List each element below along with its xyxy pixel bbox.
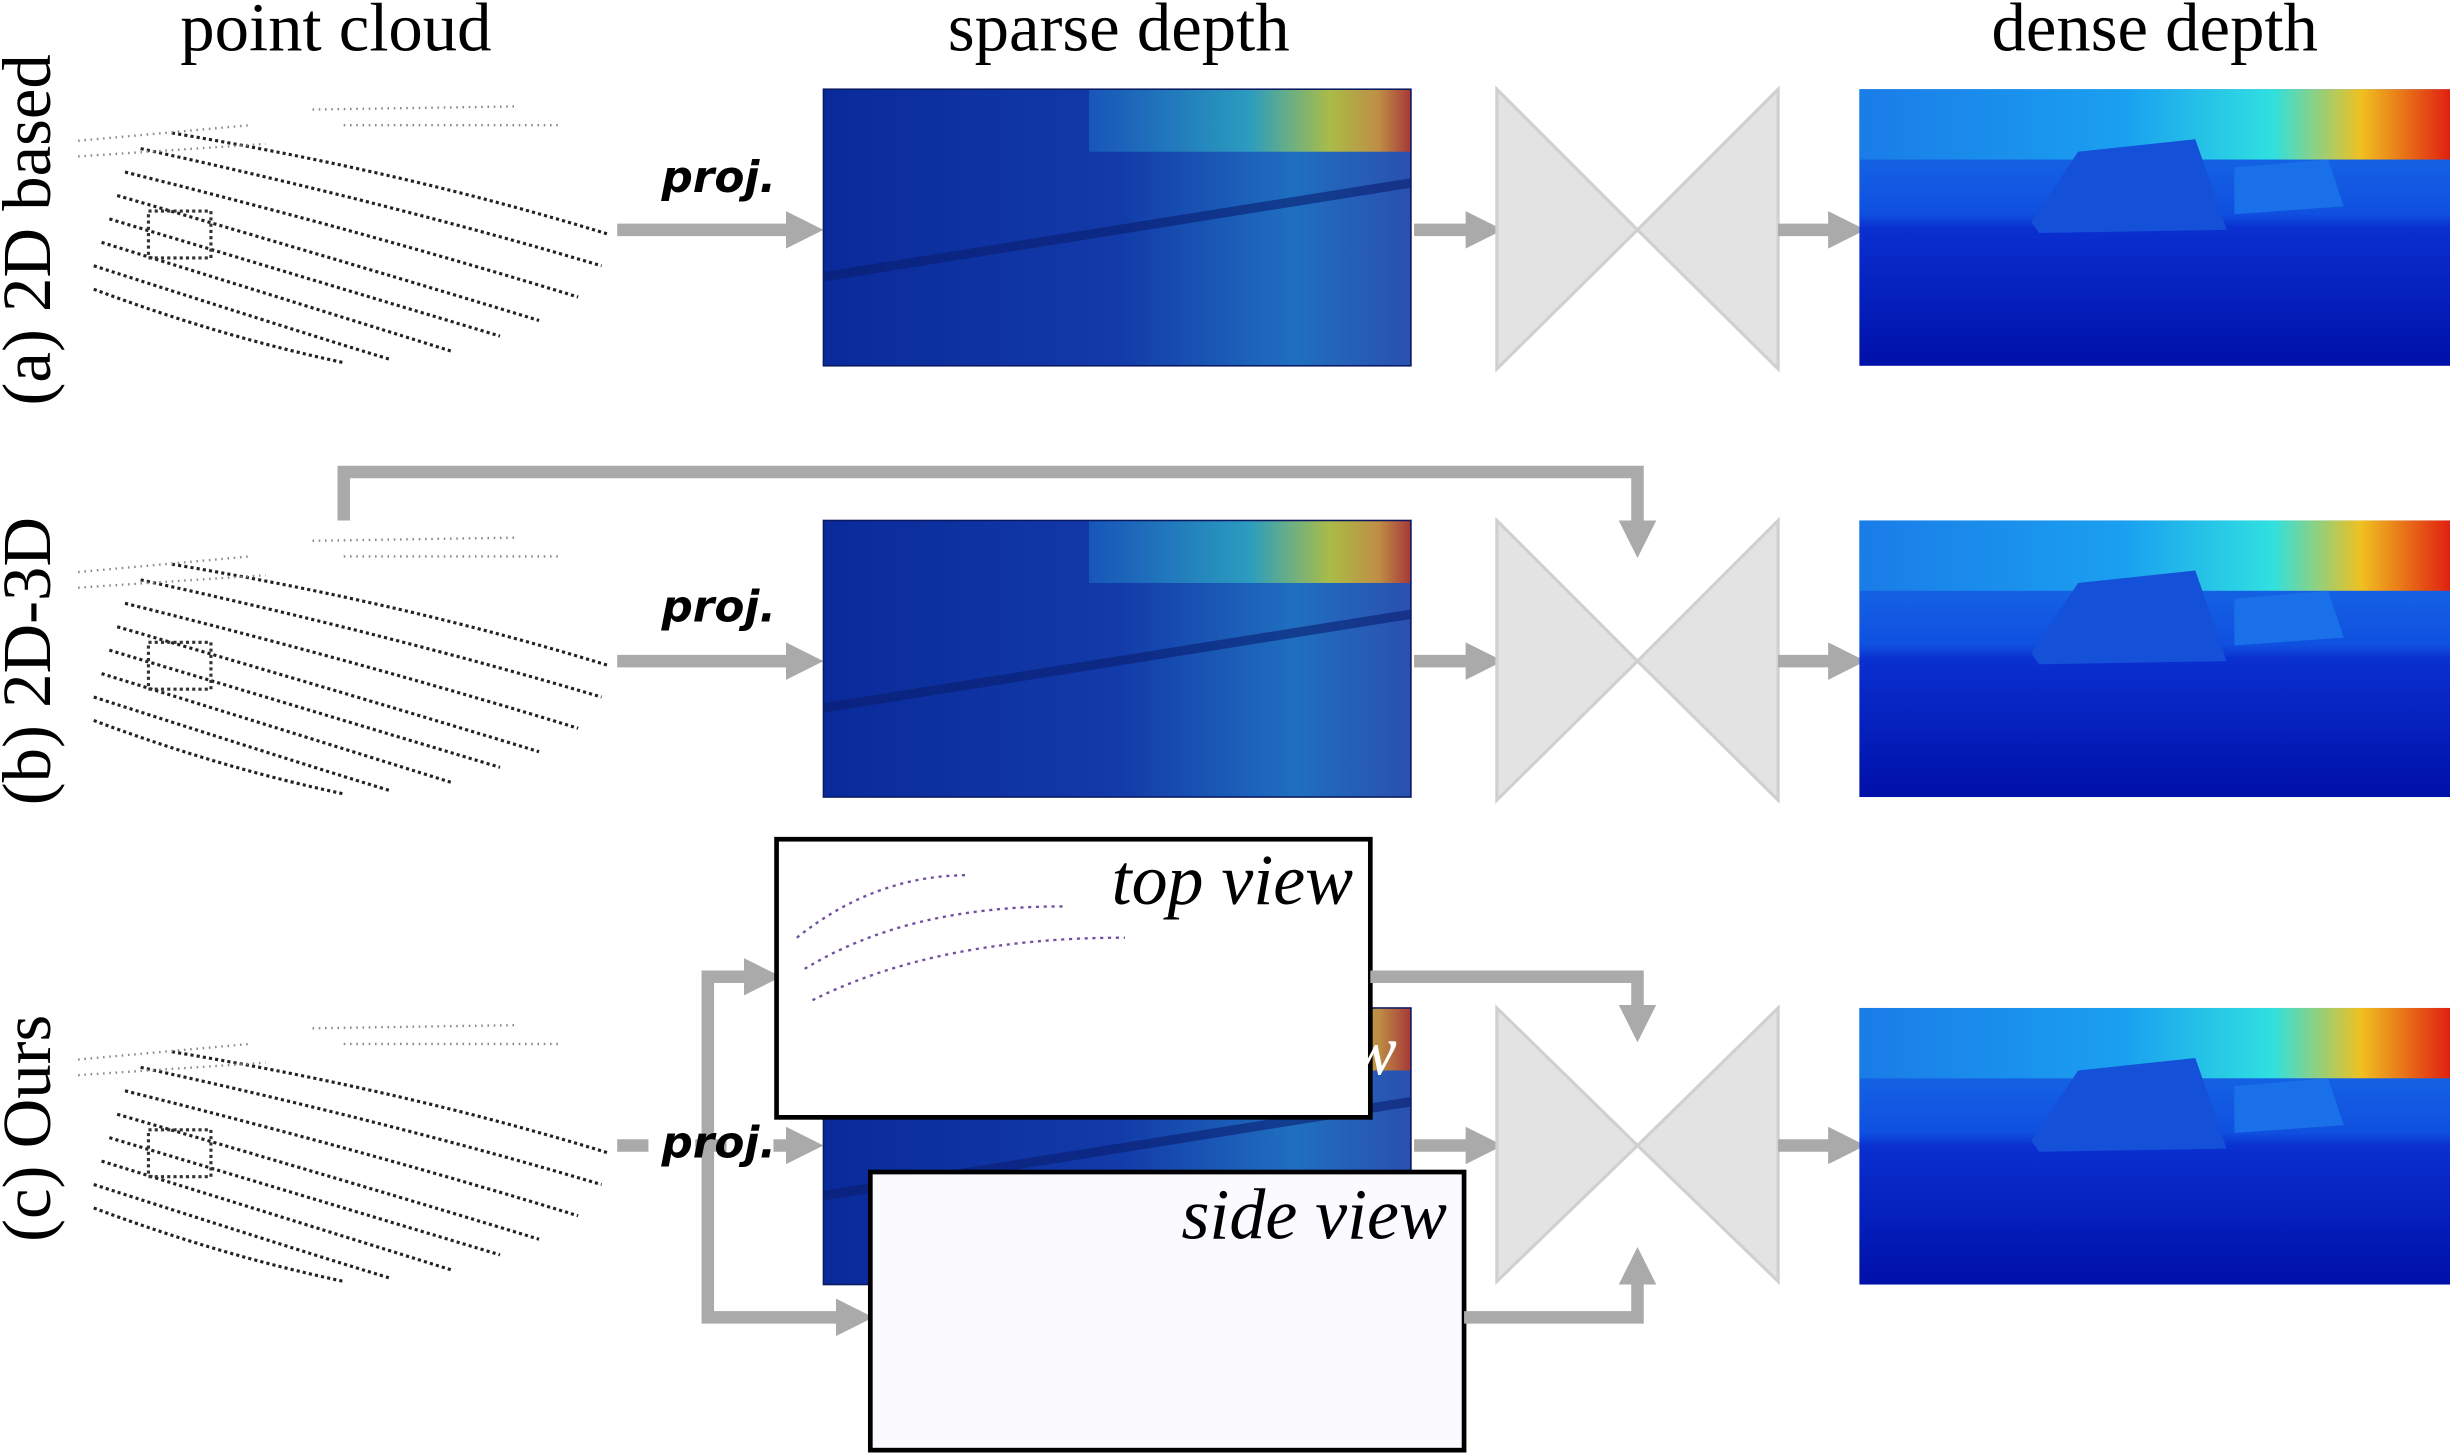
network [1495, 85, 1780, 373]
view-label: top view [1112, 840, 1354, 920]
sparse-depth [823, 89, 1411, 366]
view-label: front view [1110, 1010, 1397, 1090]
proj-label: proj. [660, 152, 776, 203]
network [1495, 516, 1780, 804]
proj-label: proj. [660, 1117, 776, 1168]
row-label: (b) 2D-3D [0, 517, 65, 805]
view-label: side view [1181, 1175, 1446, 1255]
arrow [337, 465, 1657, 558]
arrow [1464, 1247, 1657, 1324]
point-cloud [76, 1023, 611, 1283]
arrow [701, 1145, 874, 1337]
row-label: (c) Ours [0, 1015, 65, 1242]
side-view-image [867, 1169, 1467, 1453]
column-header: dense depth [1991, 0, 2317, 65]
network [1495, 1004, 1780, 1286]
dense-depth [1859, 1007, 2450, 1285]
point-cloud [76, 536, 611, 796]
arrow [701, 957, 782, 1146]
column-header: sparse depth [948, 0, 1290, 65]
dense-depth [1859, 89, 2450, 366]
sparse-depth [823, 520, 1411, 797]
column-header: point cloud [180, 0, 491, 65]
point-cloud [76, 104, 611, 365]
proj-label: proj. [660, 582, 776, 633]
arrow [1370, 970, 1657, 1043]
dense-depth [1859, 520, 2450, 798]
top-view-points [796, 873, 1126, 1002]
row-label: (a) 2D based [0, 54, 65, 405]
